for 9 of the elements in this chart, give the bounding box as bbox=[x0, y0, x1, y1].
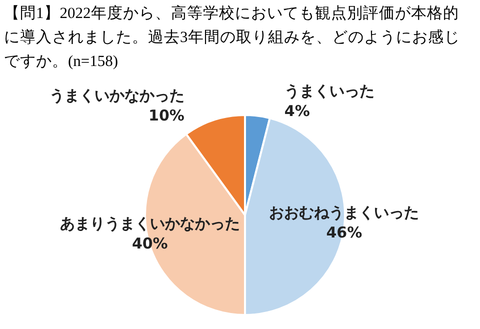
slice-label: うまくいかなかった bbox=[49, 86, 184, 105]
data-label: 10% bbox=[148, 106, 184, 125]
slice-label: あまりうまくいかなかった bbox=[60, 214, 240, 233]
slice-label: うまくいった bbox=[284, 82, 374, 100]
data-label: 40% bbox=[132, 234, 168, 253]
data-label: 46% bbox=[326, 224, 362, 242]
chart-title: 【問1】2022年度から、高等学校においても観点別評価が本格的に導入されました。過去3年間の取り組みを、どのようにお感じですか。(n=158) bbox=[4, 4, 461, 72]
data-label: 4% bbox=[284, 102, 310, 120]
slice-label: おおむねうまくいった bbox=[269, 204, 420, 222]
